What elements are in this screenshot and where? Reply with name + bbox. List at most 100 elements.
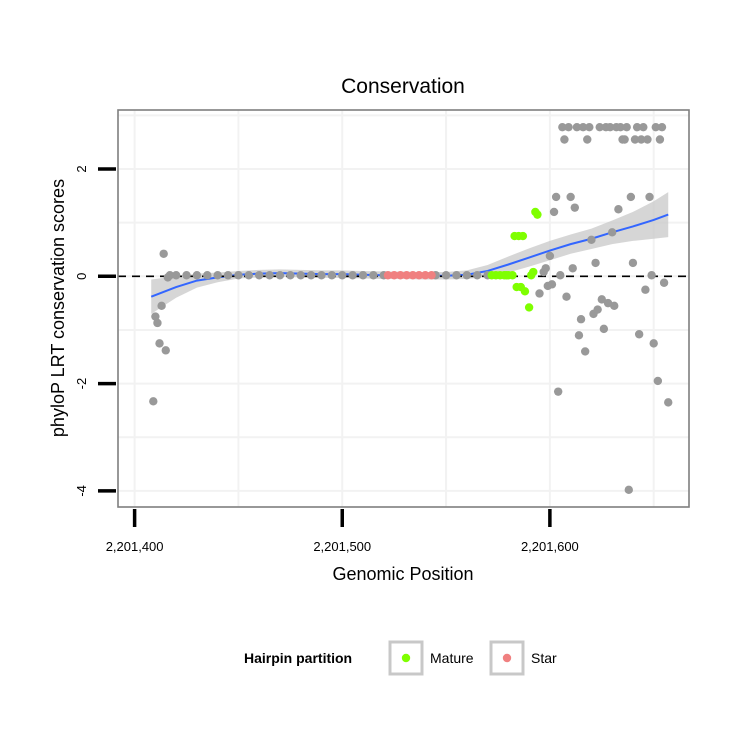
data-point-other [182,271,191,280]
data-point-other [549,207,559,217]
data-point-other [580,347,590,356]
data-point-other [161,346,170,355]
data-point-other [306,271,316,280]
data-point-other [296,271,305,280]
y-tick-label: -4 [74,485,89,497]
data-point-other [151,312,160,321]
data-point-other [645,192,654,202]
data-point-other [203,271,212,280]
legend-title: Hairpin partition [244,650,352,666]
data-point-other [338,271,347,280]
legend-entry-mature: Mature [388,640,474,676]
data-point-other [473,271,482,280]
legend-swatch-star [502,653,512,663]
data-point-other [620,135,629,144]
data-point-star [383,271,393,280]
y-axis-label: phyloP LRT conservation scores [48,179,68,437]
legend-label-star: Star [531,650,557,666]
data-point-mature [520,287,530,296]
data-point-other [632,122,642,132]
x-tick-label: 2,201,600 [521,539,579,554]
data-point-mature [518,231,528,241]
data-point-other [369,271,378,280]
data-point-other [651,122,660,132]
data-point-other [593,305,602,314]
data-point-other [171,271,181,280]
data-point-other [597,295,606,304]
data-point-other [614,205,623,214]
data-point-other [562,292,571,301]
data-point-other [626,192,636,202]
chart-title: Conservation [341,75,465,98]
data-point-other [657,122,667,132]
data-point-other [574,331,584,340]
data-point-other [265,271,274,280]
data-point-mature [533,210,542,219]
data-point-other [572,122,582,132]
data-point-mature [524,303,534,312]
data-points [149,122,673,495]
plot-panel-border [117,109,690,508]
x-axis: 2,201,400 2,201,500 2,201,600 [106,509,579,554]
data-point-other [641,285,650,294]
data-point-other [564,122,573,132]
data-point-other [630,135,640,144]
data-point-other [452,271,461,280]
data-point-other [244,271,254,280]
x-tick-label: 2,201,500 [313,539,371,554]
series-other [149,122,673,495]
data-point-star [396,271,405,280]
data-point-other [624,485,633,495]
data-point-other [213,271,222,280]
data-point-other [358,271,368,280]
y-axis: 2 0 -2 -4 [74,165,116,497]
data-point-mature [508,271,517,280]
data-point-other [599,324,609,334]
data-point-other [643,135,652,144]
data-point-other [655,135,665,144]
data-point-other [153,318,162,328]
data-point-other [653,376,663,386]
data-point-other [628,258,638,268]
data-point-other [317,271,326,280]
data-point-other [659,278,669,287]
series-mature [487,207,542,312]
data-point-other [587,235,596,245]
legend-swatch-mature [401,653,411,663]
data-point-other [568,264,577,273]
data-point-other [541,264,550,273]
data-point-other [647,271,656,280]
data-point-other [570,203,579,212]
data-point-other [327,271,337,280]
data-point-other [275,271,285,280]
data-point-other [547,280,557,289]
data-point-other [286,271,295,280]
data-point-other [560,135,569,144]
data-point-other [595,122,604,132]
y-tick-label: -2 [74,378,89,390]
y-tick-label: 0 [74,273,89,280]
data-point-other [607,228,617,237]
data-point-star [408,271,418,280]
data-point-star [389,271,399,280]
data-point-star [427,271,436,280]
data-point-other [591,258,600,268]
data-point-other [622,122,631,132]
data-point-other [348,271,357,280]
data-point-other [664,398,673,407]
legend-entry-star: Star [489,640,557,676]
legend-label-mature: Mature [430,650,474,666]
data-point-other [649,339,658,348]
data-point-star [414,271,424,280]
data-point-other [165,271,175,280]
data-point-other [585,122,594,132]
data-point-other [639,122,648,132]
data-point-other [556,271,565,280]
data-point-other [605,122,615,132]
data-point-other [576,315,586,324]
data-point-other [441,271,451,280]
data-point-other [159,249,168,258]
data-point-star [402,271,411,280]
